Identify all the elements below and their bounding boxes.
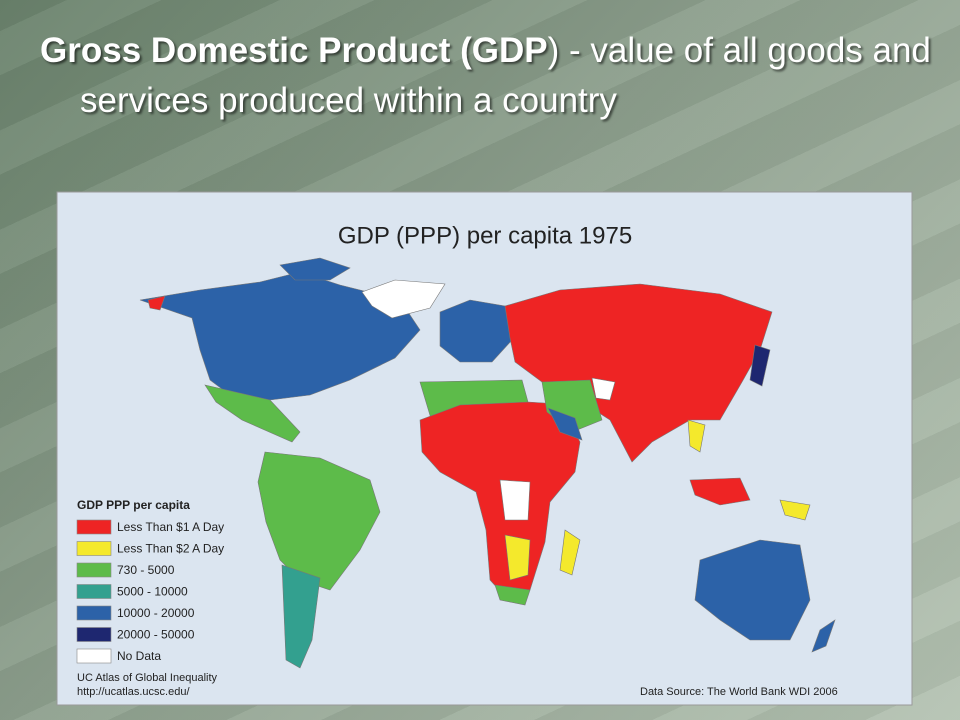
- legend-swatch: [76, 519, 112, 535]
- credit-url: http://ucatlas.ucsc.edu/: [77, 686, 190, 698]
- legend-swatch: [76, 541, 112, 556]
- south-cone: [281, 564, 321, 669]
- new-zealand: [811, 619, 836, 653]
- legend-label: No Data: [117, 649, 161, 663]
- africa-nodata: [499, 479, 531, 521]
- legend-swatch: [76, 562, 112, 578]
- new-guinea: [779, 499, 811, 521]
- map-title: GDP (PPP) per capita 1975: [338, 222, 632, 249]
- arabia-gulf: [547, 407, 583, 441]
- legend-swatch: [76, 648, 112, 664]
- south-africa: [494, 584, 531, 606]
- legend-label: 10000 - 20000: [117, 606, 195, 620]
- data-source: Data Source: The World Bank WDI 2006: [640, 686, 838, 698]
- legend-swatch: [76, 627, 112, 642]
- africa: [419, 401, 581, 603]
- indochina: [687, 419, 706, 453]
- madagascar: [559, 529, 581, 576]
- legend: GDP PPP per capita Less Than $1 A Day Les…: [76, 498, 224, 664]
- legend-swatch: [76, 605, 112, 621]
- central-america: [204, 384, 301, 443]
- legend-label: 5000 - 10000: [117, 585, 188, 599]
- legend-swatch: [76, 584, 112, 599]
- legend-label: 730 - 5000: [117, 563, 175, 577]
- legend-label: Less Than $1 A Day: [117, 520, 224, 534]
- europe: [439, 299, 513, 363]
- legend-label: Less Than $2 A Day: [117, 542, 224, 556]
- africa-yellow: [504, 534, 531, 581]
- south-america: [257, 451, 381, 591]
- australia: [694, 539, 811, 641]
- title-rest: ) - value of all goods and services prod…: [80, 31, 931, 120]
- legend-title: GDP PPP per capita: [77, 498, 190, 512]
- greenland: [361, 279, 446, 319]
- credit: UC Atlas of Global Inequality: [77, 672, 218, 684]
- title-bold: Gross Domestic Product (GDP: [40, 31, 548, 70]
- iran: [591, 377, 616, 401]
- japan: [749, 344, 771, 387]
- world-map: [139, 257, 836, 669]
- russia-asia: [504, 283, 773, 463]
- north-america: [139, 271, 421, 401]
- indonesia: [689, 477, 751, 506]
- alaska-tip: [147, 295, 166, 311]
- slide-title: Gross Domestic Product (GDP) - value of …: [40, 26, 960, 126]
- arctic-islands: [279, 257, 351, 281]
- legend-label: 20000 - 50000: [117, 628, 195, 642]
